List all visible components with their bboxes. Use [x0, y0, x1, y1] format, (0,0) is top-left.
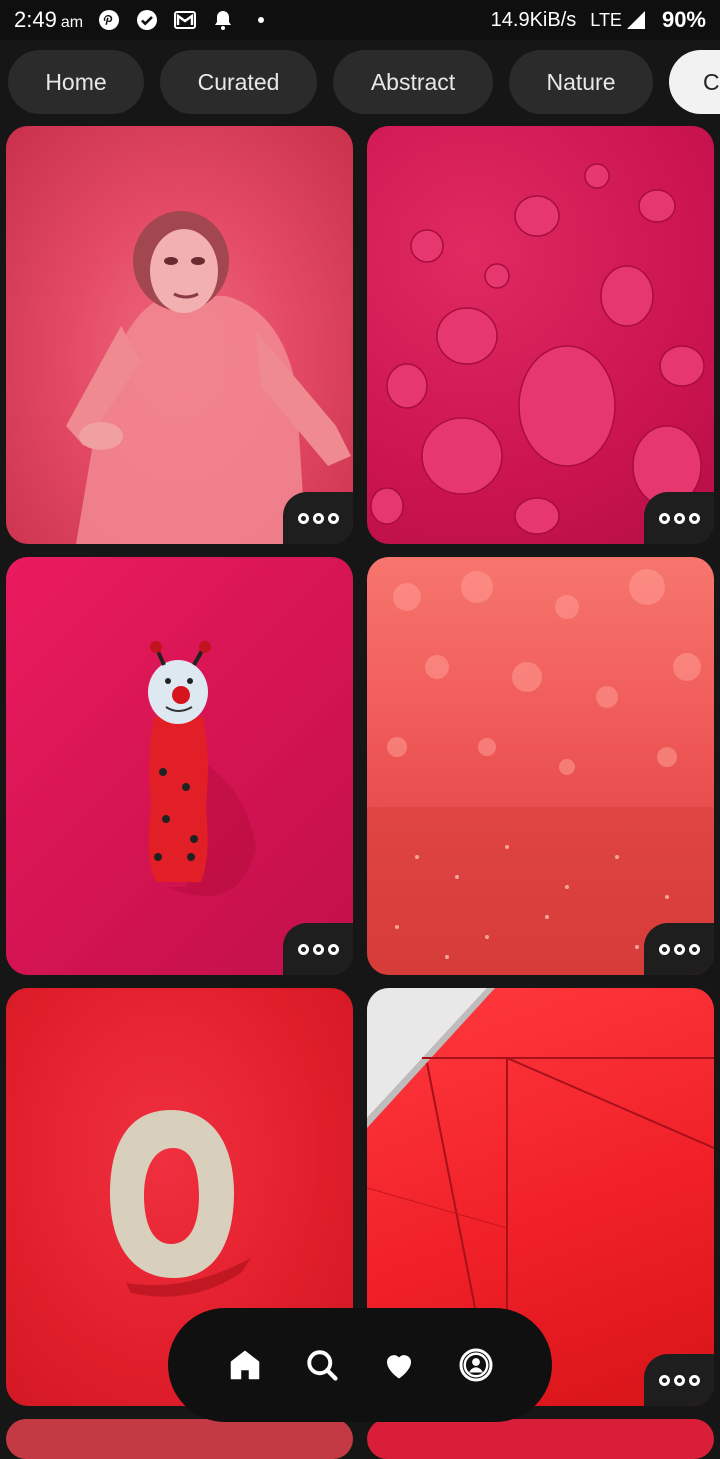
- status-left: 2:49 am: [14, 7, 273, 33]
- wallpaper-card[interactable]: [6, 126, 353, 544]
- clock-time: 2:49: [14, 7, 57, 32]
- nav-profile-button[interactable]: [452, 1341, 500, 1389]
- tab-label: Abstract: [370, 68, 456, 95]
- more-icon: [658, 943, 670, 955]
- wallpaper-card[interactable]: [6, 557, 353, 975]
- gmail-icon: [173, 8, 197, 32]
- signal-icon: [624, 8, 648, 32]
- more-options-button[interactable]: [644, 492, 714, 544]
- search-icon: [306, 1350, 338, 1381]
- more-icon: [312, 943, 324, 955]
- nav-search-button[interactable]: [298, 1341, 346, 1389]
- wallpaper-thumbnail: [367, 988, 714, 1406]
- bottom-nav: [168, 1308, 552, 1422]
- tab-home[interactable]: Home: [8, 50, 144, 114]
- heart-icon: [386, 1355, 411, 1379]
- network-type: LTE: [590, 9, 622, 30]
- wallpaper-grid: [6, 126, 714, 1459]
- nav-favorites-button[interactable]: [375, 1341, 423, 1389]
- home-icon: [230, 1350, 259, 1380]
- more-icon: [673, 943, 685, 955]
- wallpaper-thumbnail: [148, 641, 256, 896]
- nav-home-button[interactable]: [221, 1341, 269, 1389]
- wallpaper-card[interactable]: [367, 1419, 714, 1459]
- tab-label: Nature: [546, 68, 616, 95]
- notification-dot-icon: [249, 8, 273, 32]
- wallpaper-card[interactable]: [367, 126, 714, 544]
- more-icon: [312, 512, 324, 524]
- more-options-button[interactable]: [283, 923, 353, 975]
- tab-label: Curated: [197, 68, 280, 95]
- more-icon: [297, 943, 309, 955]
- more-icon: [327, 512, 339, 524]
- more-icon: [327, 943, 339, 955]
- more-icon: [688, 1374, 700, 1386]
- wallpaper-card[interactable]: [6, 1419, 353, 1459]
- signal-group: LTE: [590, 8, 648, 32]
- network-speed: 14.9KiB/s: [490, 8, 577, 31]
- more-options-button[interactable]: [644, 923, 714, 975]
- tab-label: C: [703, 68, 720, 95]
- more-options-button[interactable]: [283, 492, 353, 544]
- pinterest-icon: [97, 8, 121, 32]
- check-circle-icon: [135, 8, 159, 32]
- more-options-button[interactable]: [644, 1354, 714, 1406]
- wallpaper-card[interactable]: [367, 557, 714, 975]
- more-icon: [673, 512, 685, 524]
- tab-collections[interactable]: C: [669, 50, 720, 114]
- wallpaper-thumbnail: [370, 163, 705, 535]
- wallpaper-thumbnail: [367, 569, 714, 975]
- status-right: 14.9KiB/s LTE 90%: [491, 7, 706, 33]
- bell-icon: [211, 8, 235, 32]
- more-icon: [658, 1374, 670, 1386]
- wallpaper-thumbnail: [66, 211, 351, 544]
- status-bar: 2:49 am 14.9KiB/s LTE 90%: [0, 0, 720, 40]
- more-icon: [297, 512, 309, 524]
- clock: 2:49 am: [14, 7, 83, 33]
- more-icon: [688, 943, 700, 955]
- profile-icon: [459, 1348, 492, 1382]
- clock-ampm: am: [60, 14, 84, 31]
- tab-abstract[interactable]: Abstract: [333, 50, 493, 114]
- tab-curated[interactable]: Curated: [160, 50, 317, 114]
- more-icon: [673, 1374, 685, 1386]
- more-icon: [658, 512, 670, 524]
- wallpaper-thumbnail: [110, 1110, 251, 1297]
- battery-level: 90%: [661, 7, 706, 32]
- category-tabs: Home Curated Abstract Nature C: [0, 40, 720, 124]
- tab-label: Home: [45, 68, 107, 95]
- more-icon: [688, 512, 700, 524]
- tab-nature[interactable]: Nature: [509, 50, 653, 114]
